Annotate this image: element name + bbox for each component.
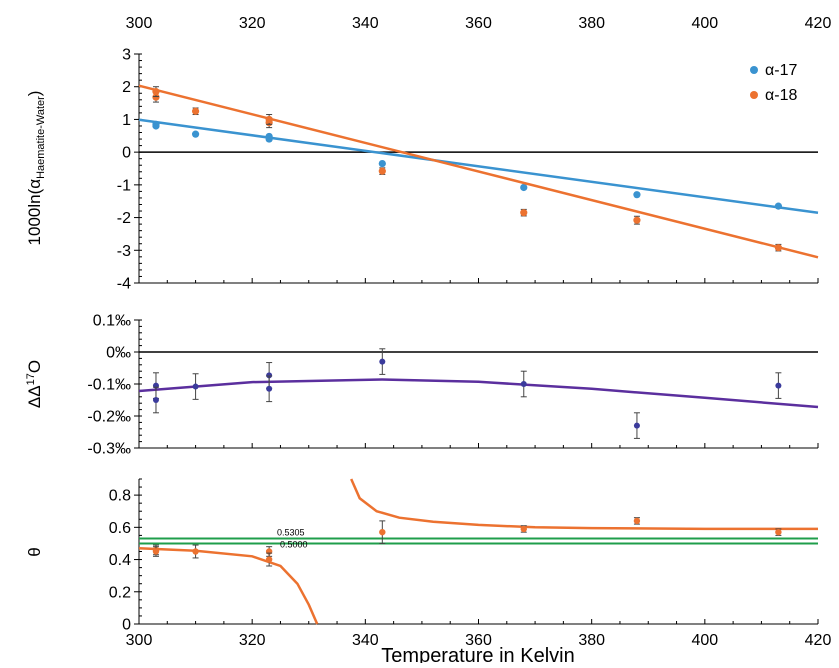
- alpha18-point: [191, 107, 200, 115]
- x-tick-label: 360: [465, 632, 492, 649]
- y-axis-label: ΔΔ17O: [25, 360, 44, 408]
- y-tick-label: -0.2‰: [87, 409, 131, 426]
- x-tick-label: 300: [126, 632, 153, 649]
- top-x-tick-label: 420: [805, 15, 832, 32]
- top-x-tick-label: 360: [465, 15, 492, 32]
- alpha18-point: [265, 115, 273, 124]
- y-axis-label-subscript: Haematite-Water: [35, 96, 47, 179]
- alpha17-fit-line: [138, 118, 819, 215]
- theta-point: [520, 525, 527, 533]
- delta17-point: [379, 358, 386, 365]
- y-tick-label: 3: [122, 47, 131, 64]
- top-x-tick-label: 320: [239, 15, 266, 32]
- y-tick-label: 0‰: [106, 345, 131, 362]
- delta17-point: [152, 397, 159, 403]
- alpha17-legend-label: α-17: [765, 62, 797, 79]
- y-tick-label: 0.2: [109, 584, 131, 601]
- theta-point: [152, 548, 160, 555]
- y-tick-label: 0.8: [109, 488, 131, 505]
- alpha17-legend-marker: [750, 66, 758, 74]
- alpha18-fit-line: [138, 84, 819, 259]
- theta-point: [192, 548, 199, 555]
- delta17-point: [266, 385, 273, 392]
- alpha17-point: [633, 191, 641, 199]
- delta17-point: [520, 381, 527, 387]
- top-x-tick-label: 380: [578, 15, 605, 32]
- y-tick-label: 2: [122, 79, 131, 96]
- y-tick-label: 0: [122, 145, 131, 162]
- alpha18-legend-marker: [750, 91, 758, 99]
- delta17-point: [633, 422, 640, 429]
- x-axis-title: Temperature in Kelvin: [381, 645, 574, 663]
- delta17-point: [266, 372, 273, 379]
- theta-point: [265, 556, 273, 563]
- theta-reference-label: 0.5000: [280, 539, 308, 549]
- alpha18-point: [633, 216, 641, 224]
- alpha18-point: [152, 93, 160, 101]
- alpha18-legend-label: α-18: [765, 87, 797, 104]
- alpha17-point: [265, 132, 273, 141]
- alpha17-point: [774, 202, 782, 210]
- x-tick-label: 420: [805, 632, 832, 649]
- alpha17-point: [191, 130, 200, 138]
- y-axis-label-end: O: [25, 360, 44, 373]
- y-tick-label: 1: [122, 112, 131, 129]
- y-axis-label-superscript: 17: [25, 373, 37, 385]
- y-tick-label: -0.1‰: [87, 377, 131, 394]
- top-x-tick-label: 340: [352, 15, 379, 32]
- x-tick-label: 340: [352, 632, 379, 649]
- fractionation-panel: 3 2 1 0 -1 -2 -3 -4 300 320 340 360 380 400 420 α-17 α-1…: [25, 15, 831, 293]
- y-tick-label: -3: [117, 243, 131, 260]
- x-tick-label: 400: [691, 632, 718, 649]
- y-tick-label: -4: [117, 276, 131, 293]
- alpha17-point: [378, 159, 386, 168]
- delta17-fit-curve: [138, 378, 819, 409]
- y-axis-label: θ: [25, 547, 44, 556]
- alpha18-point: [152, 88, 160, 96]
- alpha17-point: [520, 183, 528, 192]
- y-axis-label-main: ΔΔ: [25, 385, 44, 408]
- theta-point: [379, 528, 386, 536]
- y-tick-label: -2: [117, 210, 131, 227]
- theta-fit-right: [350, 478, 818, 531]
- theta-point: [775, 528, 782, 536]
- top-x-tick-label: 400: [691, 15, 718, 32]
- alpha18-point: [520, 209, 528, 217]
- y-tick-label: -1: [117, 177, 131, 194]
- y-tick-label: 0.4: [109, 552, 131, 569]
- theta-point: [633, 517, 641, 525]
- delta17-point: [192, 383, 199, 390]
- x-tick-label: 380: [578, 632, 605, 649]
- theta-reference-label: 0.5305: [277, 528, 305, 538]
- y-tick-label: 0: [122, 617, 131, 634]
- y-axis-label: 1000ln(αHaematite-Water): [25, 91, 47, 246]
- alpha18-point: [774, 244, 782, 252]
- alpha18-point: [378, 167, 386, 175]
- y-tick-label: 0.1‰: [93, 313, 131, 330]
- y-axis-label-main: 1000ln(α: [25, 179, 44, 246]
- delta17-panel: 0.1‰ 0‰ -0.1‰ -0.2‰ -0.3‰ ΔΔ17O: [25, 313, 819, 458]
- y-tick-label: -0.3‰: [87, 441, 131, 458]
- top-x-tick-label: 300: [126, 15, 153, 32]
- x-tick-label: 320: [239, 632, 266, 649]
- delta17-point: [775, 382, 782, 389]
- alpha17-point: [152, 120, 160, 128]
- y-axis-label-close: ): [25, 91, 44, 97]
- theta-fit-left: [138, 547, 319, 625]
- y-tick-label: 0.6: [109, 520, 131, 537]
